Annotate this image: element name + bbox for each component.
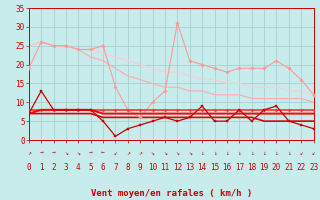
Text: 16: 16 [222,163,232,172]
Text: ↘: ↘ [151,151,155,156]
Text: 2: 2 [51,163,56,172]
Text: ↗: ↗ [126,151,130,156]
Text: 17: 17 [235,163,244,172]
Text: ↙: ↙ [312,151,316,156]
Text: ↙: ↙ [299,151,303,156]
Text: 13: 13 [185,163,194,172]
Text: 11: 11 [160,163,170,172]
Text: 12: 12 [173,163,182,172]
Text: 5: 5 [88,163,93,172]
Text: ↗: ↗ [27,151,31,156]
Text: ↗: ↗ [138,151,142,156]
Text: 14: 14 [197,163,207,172]
Text: 18: 18 [247,163,256,172]
Text: 21: 21 [284,163,293,172]
Text: ↘: ↘ [163,151,167,156]
Text: 1: 1 [39,163,44,172]
Text: ↓: ↓ [225,151,229,156]
Text: 3: 3 [64,163,68,172]
Text: ↘: ↘ [64,151,68,156]
Text: ↙: ↙ [114,151,117,156]
Text: ↓: ↓ [287,151,291,156]
Text: ↘: ↘ [188,151,192,156]
Text: 19: 19 [260,163,269,172]
Text: 0: 0 [27,163,31,172]
Text: ↓: ↓ [237,151,241,156]
Text: →: → [39,151,43,156]
Text: 9: 9 [138,163,142,172]
Text: ↘: ↘ [76,151,80,156]
Text: 4: 4 [76,163,81,172]
Text: ↓: ↓ [213,151,216,156]
Text: 8: 8 [125,163,130,172]
Text: 20: 20 [272,163,281,172]
Text: →: → [89,151,92,156]
Text: 23: 23 [309,163,318,172]
Text: 7: 7 [113,163,118,172]
Text: ↓: ↓ [200,151,204,156]
Text: ←: ← [101,151,105,156]
Text: ↓: ↓ [262,151,266,156]
Text: ↓: ↓ [250,151,253,156]
Text: →: → [52,151,55,156]
Text: 15: 15 [210,163,219,172]
Text: 22: 22 [297,163,306,172]
Text: Vent moyen/en rafales ( km/h ): Vent moyen/en rafales ( km/h ) [91,189,252,198]
Text: ↘: ↘ [175,151,179,156]
Text: 10: 10 [148,163,157,172]
Text: 6: 6 [101,163,105,172]
Text: ↓: ↓ [275,151,278,156]
